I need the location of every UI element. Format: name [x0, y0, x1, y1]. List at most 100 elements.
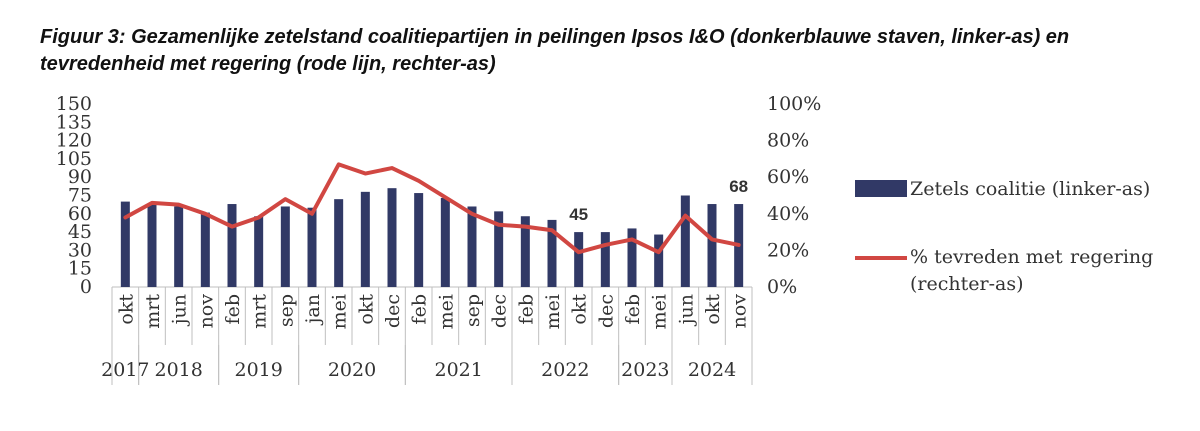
category-label: nov: [729, 294, 751, 329]
line-point: [444, 196, 446, 198]
bars-layer: [120, 188, 744, 287]
category-label: okt: [569, 294, 591, 325]
legend: Zetels coalitie (linker-as) % tevreden m…: [855, 178, 1153, 295]
legend-label-line-3: (rechter-as): [910, 273, 1024, 295]
bar: [627, 228, 637, 287]
legend-label-line-2: regering: [1070, 246, 1153, 268]
bar: [227, 204, 237, 287]
bar: [574, 232, 584, 287]
legend-swatch-bar: [855, 180, 907, 197]
chart-title: Figuur 3: Gezamenlijke zetelstand coalit…: [40, 26, 1070, 75]
axes-layer: 01530456075901051201351500%20%40%60%80%1…: [56, 93, 821, 385]
category-label: okt: [355, 294, 377, 325]
right-axis-tick: 60%: [767, 166, 809, 188]
category-label: feb: [409, 294, 431, 324]
line-point: [684, 215, 686, 217]
left-axis-tick: 150: [56, 93, 92, 115]
year-label: 2022: [541, 359, 589, 381]
bar: [307, 207, 317, 287]
bar: [334, 199, 344, 287]
legend-label-line-1: % tevreden met: [910, 246, 1063, 268]
line-point: [178, 204, 180, 206]
bar: [494, 211, 504, 287]
legend-label-bar: Zetels coalitie (linker-as): [910, 178, 1150, 200]
year-label: 2017: [101, 359, 149, 381]
right-axis-tick: 0%: [767, 276, 797, 298]
line-point: [258, 216, 260, 218]
bar: [200, 212, 210, 287]
bar: [280, 206, 290, 287]
line-point: [524, 226, 526, 228]
line-point: [364, 173, 366, 175]
line-point: [284, 198, 286, 200]
category-label: mei: [542, 294, 564, 329]
bar: [360, 191, 370, 287]
bar: [414, 193, 424, 287]
right-axis-tick: 40%: [767, 203, 809, 225]
category-label: feb: [515, 294, 537, 324]
category-label: okt: [702, 294, 724, 325]
line-point: [204, 213, 206, 215]
bar: [520, 216, 530, 287]
left-axis-tick: 45: [68, 221, 92, 243]
left-axis-tick: 75: [68, 185, 92, 207]
data-label: 68: [729, 177, 748, 196]
year-label: 2024: [688, 359, 736, 381]
bar: [120, 201, 130, 287]
line-point: [471, 213, 473, 215]
left-axis-tick: 15: [68, 258, 92, 280]
line-point: [711, 238, 713, 240]
line-point: [338, 163, 340, 165]
right-axis-tick: 80%: [767, 130, 809, 152]
line-point: [418, 180, 420, 182]
line-point: [578, 251, 580, 253]
left-axis-tick: 120: [56, 130, 92, 152]
category-label: jun: [675, 294, 697, 326]
category-label: sep: [462, 294, 484, 327]
year-label: 2019: [234, 359, 282, 381]
year-label: 2021: [434, 359, 482, 381]
category-label: sep: [275, 294, 297, 327]
bar: [547, 219, 557, 287]
category-label: nov: [195, 294, 217, 329]
bar: [680, 195, 690, 287]
year-label: 2020: [328, 359, 376, 381]
category-label: mei: [435, 294, 457, 329]
category-label: dec: [489, 294, 511, 328]
line-point: [231, 226, 233, 228]
bar: [147, 204, 157, 287]
line-point: [498, 224, 500, 226]
category-label: mrt: [249, 294, 271, 329]
line-point: [631, 238, 633, 240]
bar: [174, 206, 184, 287]
bar: [707, 204, 717, 287]
left-axis-tick: 90: [68, 166, 92, 188]
line-point: [738, 244, 740, 246]
left-axis-tick: 30: [68, 239, 92, 261]
category-label: mrt: [142, 294, 164, 329]
line-point: [124, 216, 126, 218]
line-point: [391, 167, 393, 169]
line-point: [151, 202, 153, 204]
line-point: [311, 213, 313, 215]
data-label: 45: [569, 205, 588, 224]
left-axis-tick: 0: [80, 276, 92, 298]
category-label: dec: [595, 294, 617, 328]
line-layer: [123, 162, 741, 255]
left-axis-tick: 135: [56, 111, 92, 133]
category-label: mei: [329, 294, 351, 329]
category-label: jan: [302, 294, 324, 325]
line-point: [604, 244, 606, 246]
category-label: dec: [382, 294, 404, 328]
right-axis-tick: 100%: [767, 93, 821, 115]
left-axis-tick: 105: [56, 148, 92, 170]
satisfaction-line: [123, 162, 741, 255]
year-label: 2023: [621, 359, 669, 381]
bar: [467, 206, 477, 287]
line-point: [658, 251, 660, 253]
bar: [654, 234, 664, 287]
bar: [600, 232, 610, 287]
right-axis-tick: 20%: [767, 239, 809, 261]
